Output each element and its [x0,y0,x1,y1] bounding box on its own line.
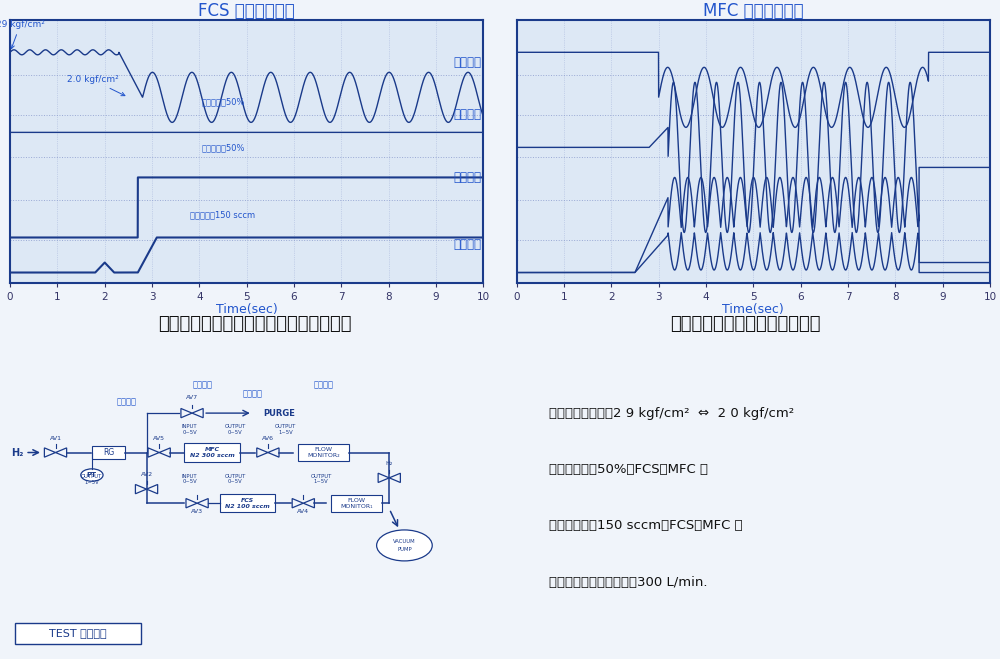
Text: MFC
N2 300 sccm: MFC N2 300 sccm [190,447,235,458]
Text: AV3: AV3 [191,509,203,514]
X-axis label: Time(sec): Time(sec) [722,303,784,316]
Text: FCS
N2 100 sccm: FCS N2 100 sccm [225,498,270,509]
Text: 上流の圧力変動により制御不能: 上流の圧力変動により制御不能 [670,315,820,333]
Text: ガス流量：150 sccm: ガス流量：150 sccm [190,210,256,219]
Bar [298,444,349,461]
Text: 出力信号: 出力信号 [243,389,263,398]
Text: H₂: H₂ [386,461,393,466]
Text: 入力信号: 入力信号 [453,108,481,121]
Text: ・供給圧力変動：2 9 kgf/cm²  ⇔  2 0 kgf/cm²: ・供給圧力変動：2 9 kgf/cm² ⇔ 2 0 kgf/cm² [549,407,794,420]
Circle shape [377,530,432,561]
Text: ガス流量: ガス流量 [453,239,481,252]
Text: OUTPUT
1~5V: OUTPUT 1~5V [81,474,103,485]
Text: AV4: AV4 [297,509,309,514]
Text: AV6: AV6 [262,436,274,441]
Text: 設定信号：50%: 設定信号：50% [201,98,245,107]
Text: AV1: AV1 [50,436,62,441]
Text: ・真空ポンプ排気速度：300 L/min.: ・真空ポンプ排気速度：300 L/min. [549,575,707,588]
Text: INPUT
0~5V: INPUT 0~5V [182,474,197,484]
Title: MFC 信号モニター: MFC 信号モニター [703,1,804,20]
Text: ・設定流量：150 sccm：FCS、MFC 共: ・設定流量：150 sccm：FCS、MFC 共 [549,519,742,532]
Text: TEST フロー図: TEST フロー図 [49,628,107,639]
Text: RG: RG [103,448,114,457]
Text: AV5: AV5 [153,436,165,441]
Text: OUTPUT
0~5V: OUTPUT 0~5V [224,474,246,484]
Text: PUMP: PUMP [397,547,412,552]
Text: FLOW
MONITOR₁: FLOW MONITOR₁ [340,498,373,509]
Bar [184,444,240,462]
Bar [92,446,125,459]
Text: ガス流量: ガス流量 [314,381,334,389]
X-axis label: Time(sec): Time(sec) [216,303,278,316]
Text: 上流の圧力変動にまったく影響されない: 上流の圧力変動にまったく影響されない [158,315,352,333]
Text: VACUUM: VACUUM [393,538,416,544]
Text: PT: PT [87,472,97,478]
Text: 出力信号：50%: 出力信号：50% [201,143,245,152]
Text: AV7: AV7 [186,395,198,400]
Text: 出力信号: 出力信号 [453,171,481,184]
Title: FCS 信号モニター: FCS 信号モニター [198,1,295,20]
Text: PURGE: PURGE [263,409,295,418]
Text: 供給圧力: 供給圧力 [453,56,481,69]
Text: 2.0 kgf/cm²: 2.0 kgf/cm² [67,75,125,96]
Text: INPUT
0~5V: INPUT 0~5V [182,424,197,435]
Text: OUTPUT
0~5V: OUTPUT 0~5V [224,424,246,435]
Text: FLOW
MONITOR₂: FLOW MONITOR₂ [307,447,340,458]
Text: AV2: AV2 [140,473,153,478]
Text: OUTPUT
1~5V: OUTPUT 1~5V [275,424,296,435]
Text: 入力信号: 入力信号 [192,381,212,389]
Circle shape [81,469,103,481]
Text: 29 kgf/cm²: 29 kgf/cm² [0,20,45,49]
Text: OUTPUT
1~5V: OUTPUT 1~5V [310,474,332,484]
Text: H₂: H₂ [11,447,24,457]
Text: 供給圧力: 供給圧力 [116,397,136,407]
Bar [15,623,141,644]
Bar [331,495,382,511]
Bar [220,494,275,512]
Text: ・入力信号：50%：FCS、MFC 共: ・入力信号：50%：FCS、MFC 共 [549,463,708,476]
